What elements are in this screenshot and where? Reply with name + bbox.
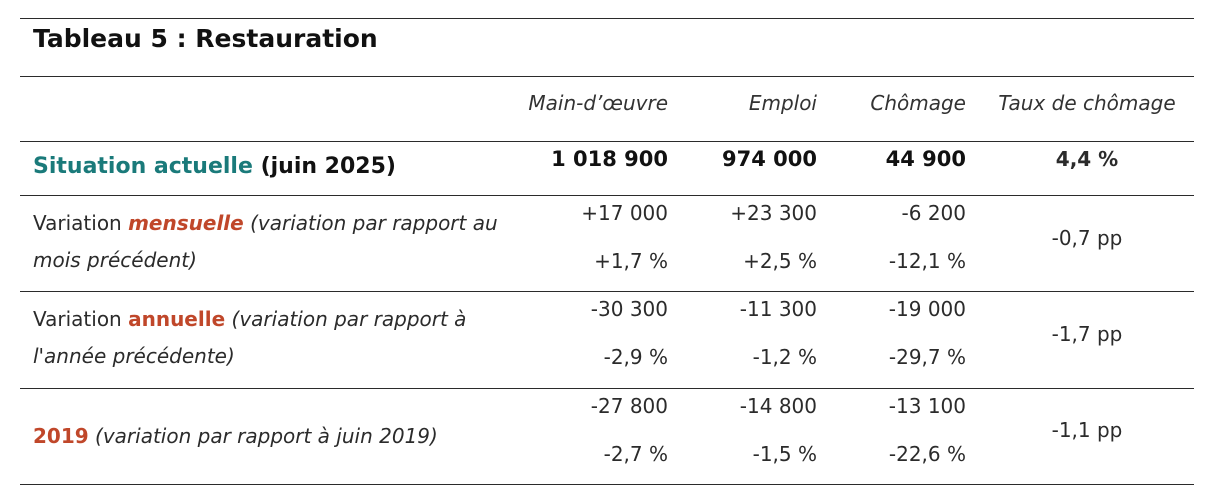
row-rule-3 xyxy=(20,291,1194,292)
current-employment: 974 000 xyxy=(722,147,817,171)
monthly-unemployment-abs: -6 200 xyxy=(901,201,966,225)
row-label-current: Situation actuelle (juin 2025) xyxy=(33,148,503,185)
annual-labour-pct: -2,9 % xyxy=(603,345,668,369)
row-rule-1 xyxy=(20,141,1194,142)
monthly-unemployment-pct: -12,1 % xyxy=(888,249,966,273)
y2019-label-colored: 2019 xyxy=(33,424,89,448)
annual-employment-pct: -1,2 % xyxy=(752,345,817,369)
header-unemployment: Chômage xyxy=(870,91,966,115)
table-top-rule xyxy=(20,18,1194,19)
annual-label-colored: annuelle xyxy=(128,307,226,331)
header-labour: Main-d’œuvre xyxy=(528,91,668,115)
current-label-colored: Situation actuelle xyxy=(33,154,253,179)
y2019-label-rest: (variation par rapport à juin 2019) xyxy=(88,424,438,448)
table-title: Tableau 5 : Restauration xyxy=(33,24,378,53)
monthly-employment-pct: +2,5 % xyxy=(743,249,817,273)
monthly-label-prefix: Variation xyxy=(33,211,129,235)
current-rate: 4,4 % xyxy=(1055,147,1119,171)
current-unemployment: 44 900 xyxy=(885,147,966,171)
annual-employment-abs: -11 300 xyxy=(739,297,817,321)
annual-labour-abs: -30 300 xyxy=(590,297,668,321)
annual-label-rest: (variation par rapport à l'année précéde… xyxy=(33,307,467,368)
y2019-labour-abs: -27 800 xyxy=(590,394,668,418)
monthly-labour-pct: +1,7 % xyxy=(594,249,668,273)
y2019-unemployment-pct: -22,6 % xyxy=(888,442,966,466)
monthly-label-colored: mensuelle xyxy=(128,211,244,235)
table-bottom-rule xyxy=(20,484,1194,485)
header-rate: Taux de chômage xyxy=(998,91,1176,115)
y2019-labour-pct: -2,7 % xyxy=(603,442,668,466)
annual-unemployment-pct: -29,7 % xyxy=(888,345,966,369)
monthly-employment-abs: +23 300 xyxy=(730,201,817,225)
current-label-rest: (juin 2025) xyxy=(252,154,396,179)
row-label-monthly: Variation mensuelle (variation par rappo… xyxy=(33,205,503,279)
header-employment: Emploi xyxy=(748,91,817,115)
row-label-2019: 2019 (variation par rapport à juin 2019) xyxy=(33,418,503,455)
header-rule xyxy=(20,76,1194,77)
y2019-employment-pct: -1,5 % xyxy=(752,442,817,466)
current-labour: 1 018 900 xyxy=(551,147,668,171)
monthly-label-rest: (variation par rapport au mois précédent… xyxy=(33,211,498,272)
annual-label-prefix: Variation xyxy=(33,307,129,331)
row-rule-2 xyxy=(20,195,1194,196)
row-rule-4 xyxy=(20,388,1194,389)
y2019-unemployment-abs: -13 100 xyxy=(888,394,966,418)
annual-rate: -1,7 pp xyxy=(1051,322,1123,346)
annual-unemployment-abs: -19 000 xyxy=(888,297,966,321)
y2019-employment-abs: -14 800 xyxy=(739,394,817,418)
y2019-rate: -1,1 pp xyxy=(1051,418,1123,442)
monthly-rate: -0,7 pp xyxy=(1051,226,1123,250)
monthly-labour-abs: +17 000 xyxy=(581,201,668,225)
row-label-annual: Variation annuelle (variation par rappor… xyxy=(33,301,503,375)
